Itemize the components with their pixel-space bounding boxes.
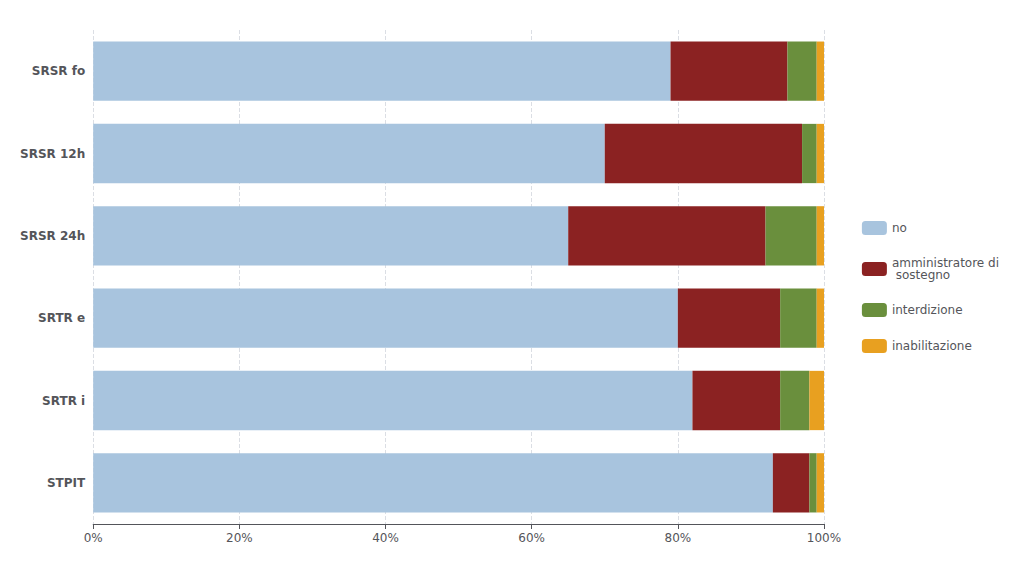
svg-text:100%: 100% [807,531,841,545]
svg-text:40%: 40% [372,531,399,545]
svg-text:80%: 80% [665,531,692,545]
svg-text:SRSR fo: SRSR fo [32,64,85,78]
svg-text:no: no [892,221,907,235]
svg-text:SRTR i: SRTR i [42,394,85,408]
svg-text:20%: 20% [226,531,253,545]
svg-text:amministratore di: amministratore di [891,256,999,270]
svg-text:interdizione: interdizione [892,303,963,317]
svg-text:inabilitazione: inabilitazione [892,339,972,353]
svg-text:SRSR 12h: SRSR 12h [20,147,85,161]
svg-text:SRSR 24h: SRSR 24h [20,229,85,243]
svg-text:0%: 0% [84,531,103,545]
svg-text:60%: 60% [518,531,545,545]
svg-text:STPIT: STPIT [47,476,86,490]
svg-text:sostegno: sostegno [892,268,950,282]
svg-text:SRTR e: SRTR e [38,311,85,325]
